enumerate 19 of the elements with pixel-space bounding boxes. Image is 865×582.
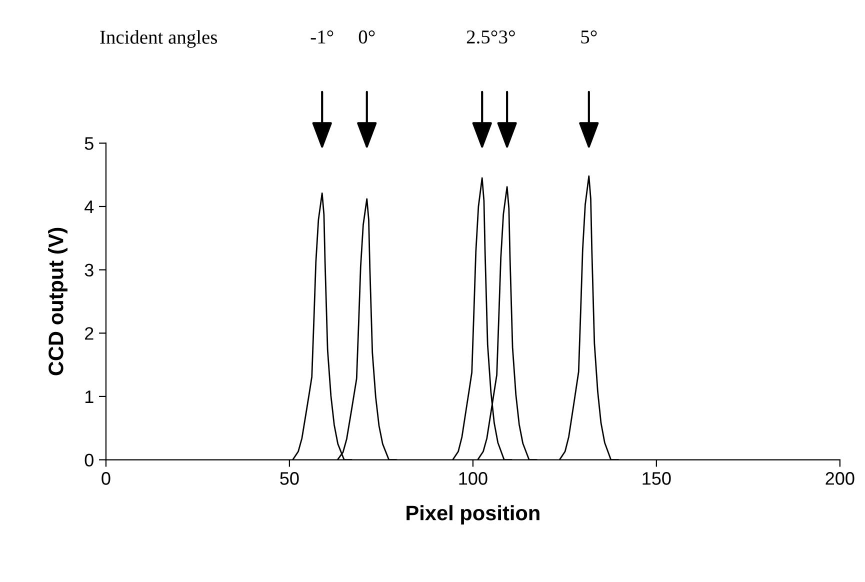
y-tick-label: 1 [85,390,94,403]
text: 2.5° [466,30,498,44]
x-tick-label: 50 [280,472,299,485]
x-tick-label: 100 [459,472,488,485]
y-tick-label: 5 [84,137,94,150]
y-tick-label: 3 [84,264,94,277]
text: 5° [581,30,597,44]
y-axis-title: CCD output (V) [48,228,68,376]
y-tick-label: 4 [84,200,94,214]
x-tick-label: 150 [642,472,671,485]
text: 0° [358,30,375,44]
text: Incident angles [100,30,218,48]
x-axis-title: Pixel position [406,505,540,525]
text: 3° [499,30,515,44]
x-tick-label: 0 [102,472,110,485]
y-tick-label: 0 [84,454,94,466]
text: -1° [310,30,334,44]
x-tick-label: 200 [826,472,854,485]
y-tick-label: 2 [85,327,94,340]
